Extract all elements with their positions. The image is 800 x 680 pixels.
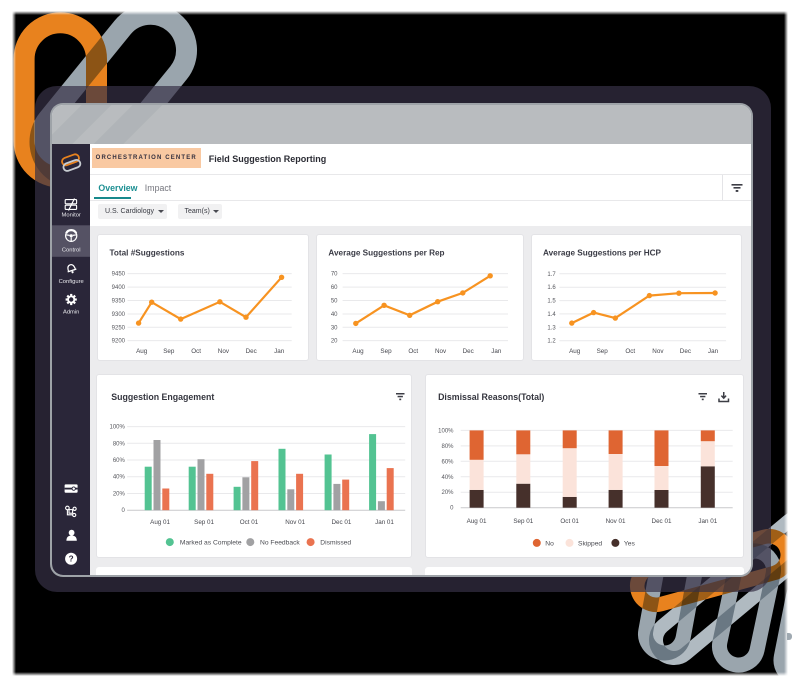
svg-text:Configure: Configure [58,278,83,284]
svg-text:Admin: Admin [62,309,78,315]
svg-text:Aug 01: Aug 01 [150,519,170,526]
svg-text:Nov 01: Nov 01 [285,519,305,526]
svg-text:60: 60 [330,285,337,291]
svg-text:Oct 01: Oct 01 [239,519,258,526]
svg-text:30: 30 [330,325,337,331]
svg-text:100%: 100% [438,429,454,435]
svg-text:Sep: Sep [380,348,392,355]
svg-text:Dec: Dec [462,348,473,355]
svg-text:1.7: 1.7 [547,272,556,278]
svg-text:9450: 9450 [112,271,126,277]
svg-text:Oct 01: Oct 01 [560,518,579,525]
svg-text:Average Suggestions per HCP: Average Suggestions per HCP [543,248,662,257]
svg-text:Nov: Nov [652,348,664,355]
svg-text:Sep: Sep [163,348,175,355]
svg-text:Monitor: Monitor [61,212,80,218]
svg-text:1.4: 1.4 [547,312,556,318]
svg-text:Sep 01: Sep 01 [194,519,214,526]
svg-text:No Feedback: No Feedback [260,540,300,547]
svg-text:Sep 01: Sep 01 [513,518,533,525]
svg-text:60%: 60% [441,460,454,466]
svg-text:Control: Control [61,247,80,253]
svg-text:Jan: Jan [274,348,285,355]
svg-text:Jan 01: Jan 01 [375,519,394,526]
svg-text:9350: 9350 [112,298,126,304]
svg-text:Dec: Dec [245,348,256,355]
svg-text:Aug: Aug [352,348,364,355]
svg-text:Average Suggestions per Rep: Average Suggestions per Rep [328,248,444,257]
svg-text:9200: 9200 [112,338,126,344]
svg-text:Oct: Oct [625,348,635,355]
svg-text:1.6: 1.6 [547,285,556,291]
svg-text:9400: 9400 [112,285,126,291]
svg-text:Oct: Oct [408,348,418,355]
svg-text:Marked as Complete: Marked as Complete [179,540,241,547]
svg-text:9250: 9250 [112,325,126,331]
svg-text:Suggestion Engagement: Suggestion Engagement [111,392,214,402]
svg-text:Jan: Jan [708,348,719,355]
svg-text:20: 20 [330,338,337,344]
svg-text:1.2: 1.2 [547,338,556,344]
svg-text:Dec: Dec [680,348,691,355]
svg-text:40: 40 [330,312,337,318]
svg-text:Nov: Nov [435,348,447,355]
svg-text:1.5: 1.5 [547,298,556,304]
svg-text:Dismissal Reasons(Total): Dismissal Reasons(Total) [438,392,544,402]
svg-text:Nov 01: Nov 01 [605,518,625,525]
svg-text:Dismissed: Dismissed [320,540,351,547]
svg-text:Dec 01: Dec 01 [651,518,671,525]
svg-text:50: 50 [330,298,337,304]
svg-text:0: 0 [121,509,125,515]
svg-text:1.3: 1.3 [547,325,556,331]
svg-text:Sep: Sep [597,348,609,355]
svg-text:Total #Suggestions: Total #Suggestions [109,248,184,257]
svg-text:?: ? [68,554,73,563]
svg-text:Aug 01: Aug 01 [466,518,486,525]
svg-text:Jan 01: Jan 01 [698,518,717,525]
svg-text:No: No [545,541,554,548]
svg-text:Aug: Aug [569,348,581,355]
svg-text:0: 0 [450,506,454,512]
svg-text:Skipped: Skipped [578,541,602,548]
svg-text:9300: 9300 [112,312,126,318]
svg-text:20%: 20% [112,492,125,498]
svg-text:Aug: Aug [136,348,148,355]
svg-text:Oct: Oct [191,348,201,355]
svg-text:Dec 01: Dec 01 [331,519,351,526]
svg-text:60%: 60% [112,458,125,464]
svg-text:20%: 20% [441,491,454,497]
svg-text:Nov: Nov [218,348,230,355]
svg-text:Yes: Yes [624,541,636,548]
svg-text:80%: 80% [112,442,125,448]
svg-text:70: 70 [330,271,337,277]
svg-text:100%: 100% [109,425,125,431]
svg-text:80%: 80% [441,444,454,450]
svg-text:Jan: Jan [491,348,502,355]
svg-text:40%: 40% [441,475,454,481]
svg-text:40%: 40% [112,475,125,481]
